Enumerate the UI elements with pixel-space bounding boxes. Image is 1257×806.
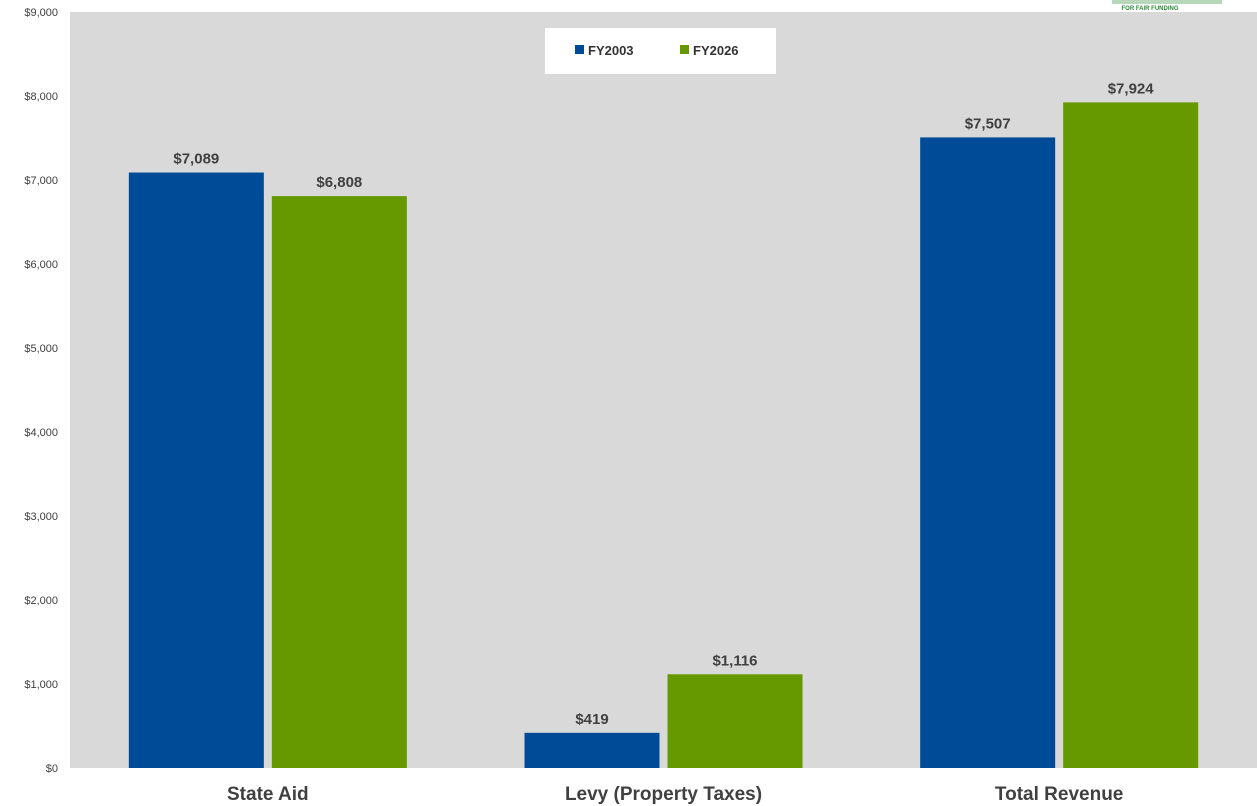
y-tick-label: $5,000 xyxy=(24,343,58,355)
legend: FY2003 FY2026 xyxy=(545,28,776,74)
y-tick-label: $6,000 xyxy=(24,259,58,271)
y-tick-label: $0 xyxy=(46,763,58,775)
bars: $7,089 $6,808 $419 $1,116 $7,507 $7,924 xyxy=(128,80,1199,769)
y-axis: $0 $1,000 $2,000 $3,000 $4,000 $5,000 $6,000 $7… xyxy=(24,7,58,775)
bar-fy2026-2 xyxy=(1063,102,1199,768)
data-label: $6,808 xyxy=(316,174,362,191)
data-label: $419 xyxy=(575,711,608,728)
data-label: $7,924 xyxy=(1108,80,1155,97)
y-tick-label: $8,000 xyxy=(24,91,58,103)
legend-label: FY2003 xyxy=(588,43,634,58)
y-tick-label: $7,000 xyxy=(24,175,58,187)
x-tick-label: Total Revenue xyxy=(995,784,1123,805)
legend-swatch-fy2003 xyxy=(575,45,584,54)
y-tick-label: $4,000 xyxy=(24,427,58,439)
logo: FOR FAIR FUNDING xyxy=(1112,0,1222,12)
bar-fy2003-1 xyxy=(524,732,660,768)
y-tick-label: $3,000 xyxy=(24,511,58,523)
y-tick-label: $2,000 xyxy=(24,595,58,607)
x-axis: State Aid Levy (Property Taxes) Total Reve… xyxy=(227,784,1123,805)
plot-area xyxy=(70,12,1257,768)
x-tick-label: Levy (Property Taxes) xyxy=(565,784,762,805)
bar-fy2003-0 xyxy=(128,172,264,769)
bar-fy2026-0 xyxy=(271,196,407,769)
bar-fy2026-1 xyxy=(667,674,803,768)
logo-text: FOR FAIR FUNDING xyxy=(1122,6,1179,12)
data-label: $7,089 xyxy=(173,151,219,168)
logo-mark xyxy=(1112,0,1222,4)
y-tick-label: $1,000 xyxy=(24,679,58,691)
y-tick-label: $9,000 xyxy=(24,7,58,19)
bar-fy2003-2 xyxy=(920,137,1056,769)
x-tick-label: State Aid xyxy=(227,784,309,805)
data-label: $7,507 xyxy=(965,115,1011,132)
legend-label: FY2026 xyxy=(693,43,739,58)
legend-swatch-fy2026 xyxy=(680,45,689,54)
data-label: $1,116 xyxy=(712,652,757,669)
